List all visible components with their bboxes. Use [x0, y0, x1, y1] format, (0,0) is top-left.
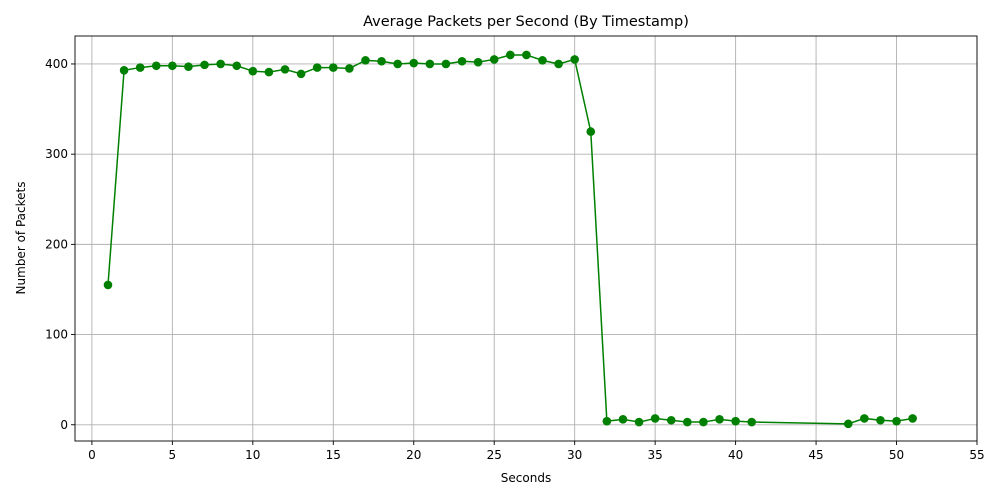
data-point — [876, 415, 885, 425]
x-tick-label: 45 — [808, 448, 823, 462]
data-point — [296, 69, 306, 79]
x-tick-label: 20 — [406, 448, 421, 462]
data-point — [377, 56, 386, 66]
data-point — [634, 417, 644, 427]
ticks-layer: 0 5 10 15 20 25 30 35 40 45 50 55 0 100 200 300 400 — [45, 57, 985, 462]
data-point — [103, 280, 113, 290]
series-line — [107, 54, 913, 425]
x-tick-label: 5 — [169, 448, 177, 462]
chart-title: Average Packets per Second (By Timestamp… — [363, 14, 689, 30]
y-tick-label: 400 — [45, 57, 68, 71]
data-point — [908, 414, 917, 423]
x-tick-label: 0 — [88, 448, 96, 462]
x-tick-label: 50 — [889, 448, 904, 462]
x-axis-label: Seconds — [501, 471, 551, 485]
x-tick-label: 35 — [648, 448, 663, 462]
data-point — [570, 55, 579, 64]
data-point — [860, 414, 869, 423]
y-tick-label: 100 — [45, 328, 68, 342]
y-axis-label: Number of Packets — [14, 182, 28, 295]
data-point — [393, 59, 402, 69]
data-point — [699, 417, 708, 427]
data-point — [441, 59, 451, 69]
data-point — [473, 57, 483, 67]
data-point — [151, 61, 161, 71]
data-point — [650, 414, 660, 423]
y-tick-label: 200 — [45, 237, 68, 251]
data-point — [280, 65, 290, 74]
data-point — [361, 56, 370, 65]
x-tick-label: 15 — [326, 448, 341, 462]
data-point — [683, 417, 692, 427]
data-point — [586, 127, 596, 136]
data-point — [522, 50, 531, 60]
data-point — [135, 63, 145, 72]
x-tick-label: 40 — [728, 448, 743, 462]
data-point — [554, 59, 563, 69]
data-point — [184, 62, 193, 71]
series-layer — [103, 50, 917, 429]
data-point — [666, 415, 676, 425]
data-point — [489, 55, 499, 64]
x-tick-label: 55 — [969, 448, 984, 462]
data-point — [264, 67, 274, 77]
grid-layer — [75, 36, 978, 441]
data-point — [425, 59, 435, 69]
data-point — [731, 416, 740, 426]
data-point — [345, 64, 354, 73]
data-point — [747, 417, 757, 427]
data-point — [843, 419, 853, 429]
data-point — [232, 61, 242, 71]
data-point — [538, 56, 547, 65]
data-point — [216, 59, 225, 69]
data-point — [200, 60, 209, 70]
data-point — [119, 65, 129, 75]
data-point — [168, 61, 177, 71]
data-point — [892, 416, 901, 426]
x-tick-label: 10 — [245, 448, 260, 462]
data-point — [602, 416, 612, 426]
data-point — [312, 63, 322, 72]
data-point — [506, 50, 515, 60]
plot-frame — [74, 35, 978, 442]
y-tick-label: 0 — [60, 418, 68, 432]
data-point — [328, 63, 338, 72]
data-point — [457, 56, 467, 66]
data-point — [618, 415, 628, 424]
data-point — [409, 58, 419, 68]
x-tick-label: 30 — [567, 448, 582, 462]
x-tick-label: 25 — [487, 448, 502, 462]
y-tick-label: 300 — [45, 147, 68, 161]
data-point — [715, 415, 724, 424]
data-point — [248, 66, 258, 76]
